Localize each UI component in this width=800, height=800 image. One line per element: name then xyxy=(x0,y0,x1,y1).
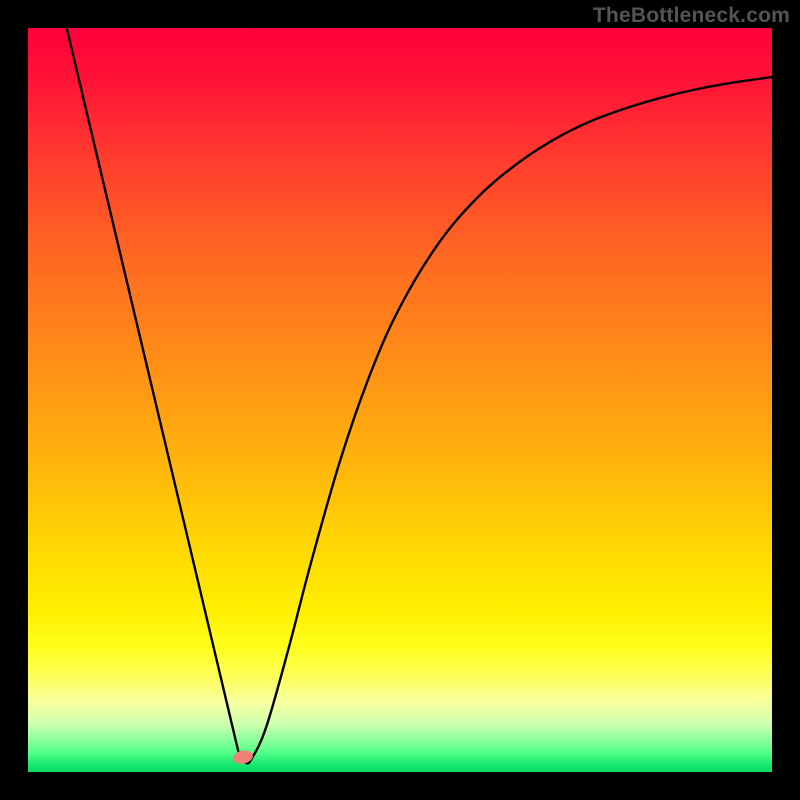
chart-background xyxy=(28,28,772,772)
watermark-text: TheBottleneck.com xyxy=(593,4,790,28)
chart-canvas xyxy=(28,28,772,772)
bottleneck-chart xyxy=(28,28,772,772)
